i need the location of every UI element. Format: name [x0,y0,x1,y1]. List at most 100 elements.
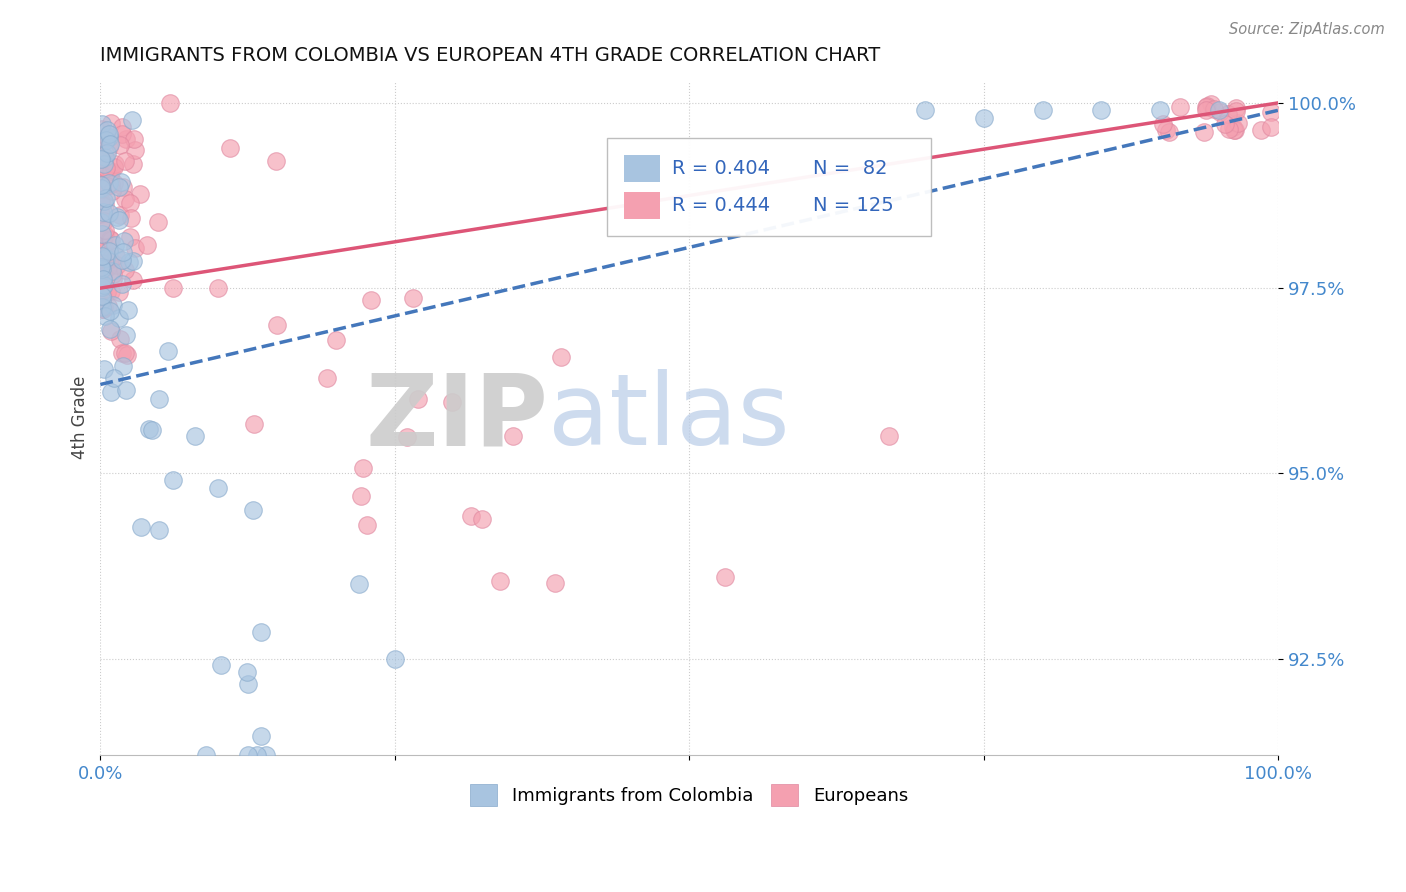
Point [101,272,124,286]
Point [94,222,117,236]
Point [384,651,406,665]
Point [325,333,347,347]
Point [89,178,111,192]
Point [1225,102,1247,116]
Point [124,241,146,255]
Point [114,346,136,360]
Point [316,370,339,384]
Point [236,747,259,762]
Point [104,237,127,252]
Point [91,204,114,219]
Point [91,266,114,280]
Point [91,289,114,303]
Point [157,344,180,359]
Point [89,194,111,208]
Text: N = 125: N = 125 [813,196,894,215]
Point [93,197,115,211]
Text: R = 0.404: R = 0.404 [672,159,769,178]
Point [90,122,112,136]
Point [350,489,373,503]
Point [120,230,142,244]
Point [246,747,269,762]
Point [489,574,512,588]
Point [1195,103,1218,118]
FancyBboxPatch shape [607,138,931,235]
Point [1226,116,1249,130]
Point [148,392,170,407]
Point [502,429,524,443]
Point [98,205,121,219]
Point [460,508,482,523]
Point [90,215,112,229]
Point [91,287,114,301]
Point [1194,125,1216,139]
Point [91,261,114,276]
Point [129,520,152,534]
Point [93,157,115,171]
Point [96,285,118,300]
Point [101,267,124,281]
Point [91,233,114,247]
Point [914,103,936,118]
Point [356,518,378,533]
Point [1153,117,1175,131]
Point [98,322,121,336]
Point [111,346,134,360]
Point [242,417,264,432]
Point [236,676,259,690]
Point [97,260,120,274]
Point [544,576,567,591]
Point [91,272,114,286]
Point [97,176,120,190]
Point [111,179,134,194]
Point [111,127,134,141]
Point [91,293,114,307]
Text: Source: ZipAtlas.com: Source: ZipAtlas.com [1229,22,1385,37]
Point [104,157,127,171]
Point [101,264,124,278]
Point [1223,123,1246,137]
Point [98,127,121,141]
Point [111,120,134,134]
Point [162,473,184,487]
Point [98,129,121,144]
Point [1204,102,1226,116]
Point [97,299,120,313]
Text: N =  82: N = 82 [813,159,887,178]
Point [100,116,122,130]
Point [103,370,125,384]
Point [91,302,114,317]
Point [250,624,273,639]
Point [97,140,120,154]
Point [1225,103,1247,118]
Point [101,298,124,312]
Point [93,362,115,376]
Point [112,359,135,373]
Point [110,175,132,189]
Point [112,234,135,248]
Point [100,284,122,298]
Point [96,191,118,205]
Point [1195,99,1218,113]
Bar [624,155,659,182]
Point [115,348,138,362]
Point [122,253,145,268]
Point [124,132,146,146]
Point [90,178,112,193]
Point [111,253,134,268]
Point [1260,104,1282,119]
Point [98,252,121,267]
Point [94,251,117,265]
Point [209,658,232,673]
Point [408,392,430,407]
Point [135,238,157,252]
Point [96,161,118,175]
Point [242,503,264,517]
Point [118,255,141,269]
Point [107,213,129,227]
Point [100,324,122,338]
Point [148,524,170,538]
Point [1168,101,1191,115]
Point [471,512,494,526]
Point [98,232,121,246]
